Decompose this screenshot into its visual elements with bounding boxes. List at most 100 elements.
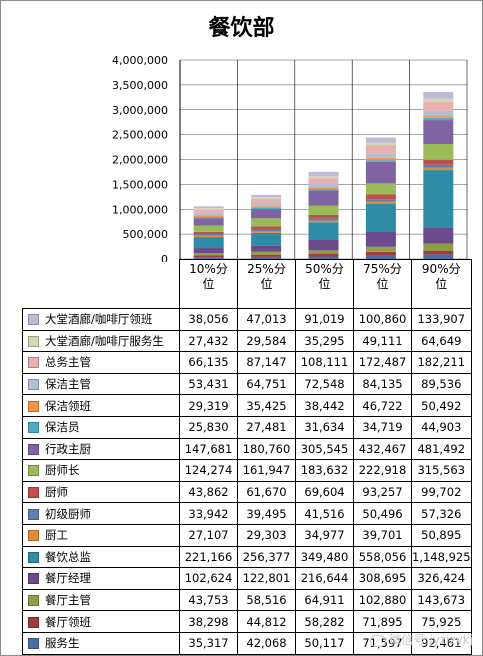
data-cell: 50,117 [295, 631, 354, 655]
data-cell: 34,977 [295, 523, 354, 547]
legend-swatch [28, 465, 39, 477]
legend-swatch [28, 357, 39, 369]
bar-segment [423, 250, 454, 255]
series-name: 餐厅经理 [45, 571, 91, 586]
series-legend-label: 保洁员 [22, 415, 180, 439]
y-tick-label: 1,500,000 [112, 178, 168, 191]
bar-segment [365, 137, 396, 143]
data-cell: 57,326 [411, 502, 472, 525]
legend-swatch [28, 530, 39, 542]
data-cell: 133,907 [411, 308, 472, 331]
bar-segment [423, 243, 454, 251]
bar-segment [193, 235, 224, 238]
series-legend-label: 厨师 [22, 480, 180, 504]
data-cell: 326,424 [411, 567, 472, 590]
data-cell: 558,056 [353, 545, 412, 569]
bar-segment [193, 225, 224, 232]
data-cell: 29,319 [179, 394, 238, 417]
bar-segment [365, 153, 396, 158]
bar-segment [423, 167, 454, 171]
legend-swatch [28, 616, 39, 628]
bar-segment [251, 232, 282, 246]
bar-segment [193, 206, 224, 209]
bar-segment [308, 218, 339, 221]
wechat-logo-icon [370, 634, 387, 647]
table-header-row: 10%分位 25%分位 50%分位 75%分位 90%分位 [22, 259, 472, 309]
category-label: 25%分位 [237, 259, 296, 309]
data-cell: 71,895 [353, 610, 412, 633]
series-name: 保洁领班 [45, 398, 91, 413]
y-tick-label: 2,500,000 [112, 129, 168, 142]
table-row: 总务主管 66,135 87,147 108,111 172,487 182,211 [22, 351, 472, 374]
data-cell: 38,298 [179, 610, 238, 633]
y-tick-label: 2,000,000 [112, 154, 168, 167]
series-name: 服务生 [45, 636, 80, 651]
data-cell: 305,545 [295, 437, 354, 461]
bar-segment [193, 257, 224, 259]
data-cell: 29,584 [237, 329, 296, 353]
bar-segment [423, 101, 454, 111]
data-cell: 1,148,925 [411, 545, 472, 569]
bar-segment [423, 110, 454, 116]
data-cell: 216,644 [295, 567, 354, 590]
data-cell: 147,681 [179, 437, 238, 461]
bar-segment [193, 237, 224, 249]
bar-segment [365, 201, 396, 204]
bar-segment [251, 229, 282, 232]
bar-segment [193, 255, 224, 258]
data-cell: 38,442 [295, 394, 354, 417]
series-name: 厨工 [45, 528, 68, 543]
bar-segment [365, 160, 396, 162]
bar-segment [308, 183, 339, 188]
series-legend-label: 厨工 [22, 523, 180, 547]
table-row: 厨师 43,862 61,670 69,604 93,257 99,702 [22, 480, 472, 504]
data-cell: 33,942 [179, 502, 238, 525]
data-cell: 161,947 [237, 459, 296, 482]
data-cell: 124,274 [179, 459, 238, 482]
legend-swatch [28, 551, 39, 563]
bar-segment [251, 207, 282, 210]
series-legend-label: 餐饮总监 [22, 545, 180, 569]
bar-segment [365, 161, 396, 184]
data-cell: 27,481 [237, 415, 296, 439]
data-table: 10%分位 25%分位 50%分位 75%分位 90%分位大堂酒廊/咖啡厅领班 38,05… [22, 259, 472, 655]
data-cell: 102,624 [179, 567, 238, 590]
data-cell: 89,536 [411, 372, 472, 396]
bar-segment [251, 226, 282, 230]
series-name: 保洁主管 [45, 377, 91, 392]
bar-segment [308, 176, 339, 179]
data-cell: 99,702 [411, 480, 472, 504]
data-cell: 66,135 [179, 351, 238, 374]
plot-area: 0 500,000 1,000,000 1,500,000 2,000,000 2,500… [112, 54, 468, 262]
series-name: 大堂酒廊/咖啡厅领班 [45, 312, 153, 327]
bar-segment [423, 115, 454, 118]
bar-segment [423, 159, 454, 165]
bar-segment [423, 164, 454, 168]
bar-segment [251, 254, 282, 257]
bar-segment [365, 203, 396, 232]
bar-segment [251, 231, 282, 233]
bar-segment [308, 253, 339, 257]
series-name: 厨师 [45, 485, 68, 500]
bar-segment [365, 251, 396, 256]
data-cell: 31,634 [295, 415, 354, 439]
series-legend-label: 餐厅领班 [22, 610, 180, 633]
legend-swatch [28, 595, 39, 607]
data-cell: 42,068 [237, 631, 296, 655]
y-tick-label: 3,000,000 [112, 104, 168, 117]
table-row: 厨工 27,107 29,303 34,977 39,701 50,895 [22, 523, 472, 547]
bar-segment [193, 215, 224, 218]
bar-segment [251, 251, 282, 255]
data-cell: 92,461 [411, 631, 472, 655]
bar-segment [251, 198, 282, 204]
data-cell: 44,903 [411, 415, 472, 439]
data-cell: 44,812 [237, 610, 296, 633]
data-cell: 93,257 [353, 480, 412, 504]
bar-segment [193, 234, 224, 236]
table-row: 保洁主管 53,431 64,751 72,548 84,135 89,536 [22, 372, 472, 396]
bar-segment [308, 250, 339, 254]
bar-segment [365, 157, 396, 161]
bar-segment [423, 170, 454, 228]
series-name: 餐厅主管 [45, 593, 91, 608]
bar-segment [308, 239, 339, 251]
